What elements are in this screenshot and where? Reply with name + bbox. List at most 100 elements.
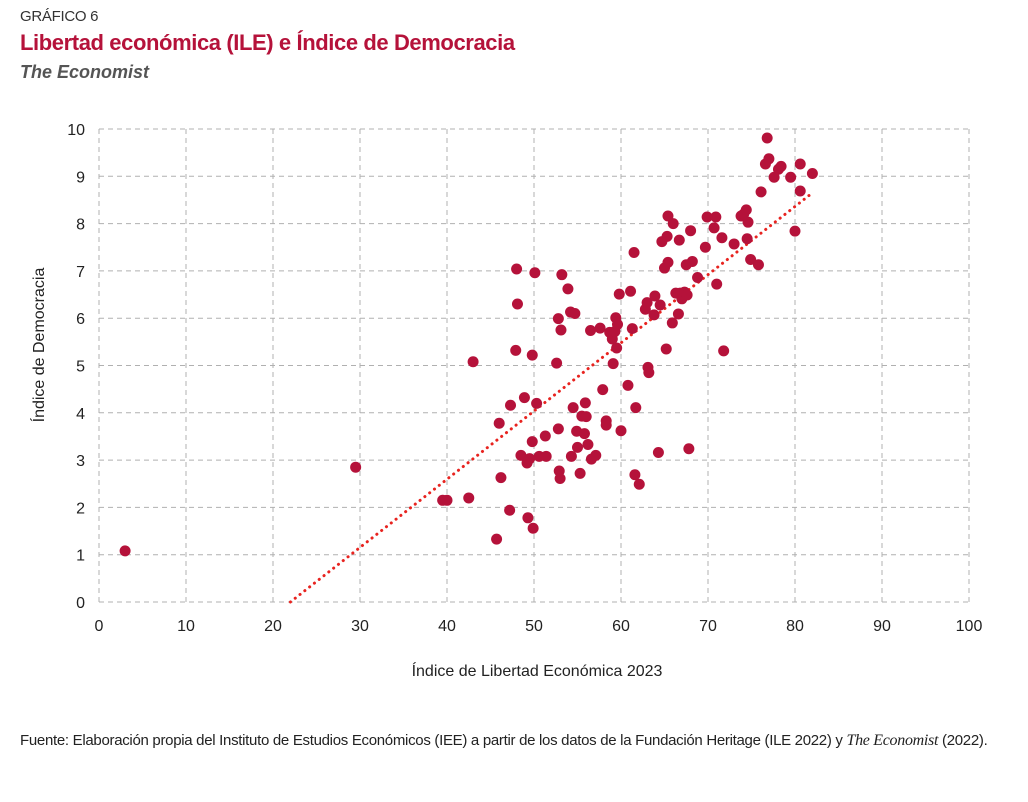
data-point — [597, 384, 609, 396]
data-point — [615, 425, 627, 437]
trendline-group — [288, 191, 814, 604]
data-point — [672, 308, 684, 320]
y-tick-label: 6 — [76, 311, 85, 328]
data-point — [594, 322, 606, 334]
data-point — [515, 449, 527, 461]
data-point — [718, 345, 730, 357]
data-point — [569, 307, 581, 319]
data-point — [628, 246, 640, 258]
data-point — [555, 324, 567, 336]
trendline — [288, 191, 814, 604]
y-tick-label: 5 — [76, 359, 85, 376]
chart-subtitle: The Economist — [20, 62, 150, 82]
data-point — [648, 309, 660, 321]
data-point — [511, 298, 523, 310]
data-point — [518, 392, 530, 404]
data-point — [350, 461, 362, 473]
data-point — [510, 344, 522, 356]
data-point — [582, 438, 594, 450]
data-point — [660, 343, 672, 355]
data-point — [683, 443, 695, 455]
data-point — [643, 367, 655, 379]
data-point — [579, 397, 591, 409]
data-point — [526, 436, 538, 448]
chart-title: Libertad económica (ILE) e Índice de Dem… — [20, 30, 515, 55]
data-point — [531, 397, 543, 409]
data-point — [685, 225, 697, 237]
data-point — [540, 450, 552, 462]
data-point — [708, 222, 720, 234]
data-point — [649, 290, 661, 302]
data-point — [552, 313, 564, 325]
data-point — [613, 288, 625, 300]
x-tick-label: 60 — [612, 618, 630, 635]
y-tick-label: 2 — [76, 500, 85, 517]
data-point — [701, 211, 713, 223]
x-tick-label: 20 — [264, 618, 282, 635]
data-point — [527, 522, 539, 534]
data-point — [794, 185, 806, 197]
data-point — [551, 357, 563, 369]
data-point — [666, 317, 678, 329]
data-point — [768, 171, 780, 183]
data-point — [667, 218, 679, 230]
y-tick-label: 1 — [76, 548, 85, 565]
data-point — [752, 259, 764, 271]
data-point — [612, 318, 624, 330]
data-point — [556, 269, 568, 281]
y-axis-ticks: 0 1 2 3 4 5 6 7 8 9 10 — [67, 122, 85, 612]
data-point — [526, 349, 538, 361]
data-point — [626, 323, 638, 335]
data-point — [794, 158, 806, 170]
data-point — [574, 467, 586, 479]
data-point — [600, 415, 612, 427]
data-point — [661, 230, 673, 242]
data-point — [633, 478, 645, 490]
data-point — [681, 289, 693, 301]
x-axis-ticks: 0 10 20 30 40 50 60 70 80 90 100 — [95, 618, 983, 635]
data-point — [580, 411, 592, 423]
data-point — [785, 171, 797, 183]
y-tick-label: 4 — [76, 406, 85, 423]
data-point — [590, 449, 602, 461]
data-point — [552, 423, 564, 435]
data-point — [761, 132, 773, 144]
data-point — [572, 441, 583, 453]
data-point — [491, 533, 503, 545]
data-point — [562, 283, 574, 295]
x-tick-label: 80 — [786, 618, 804, 635]
data-point — [565, 450, 577, 462]
y-tick-label: 7 — [76, 264, 85, 281]
data-point — [641, 297, 653, 309]
x-tick-label: 70 — [699, 618, 717, 635]
data-point — [441, 494, 453, 506]
x-tick-label: 50 — [525, 618, 543, 635]
data-point — [740, 204, 752, 216]
data-point — [529, 267, 541, 279]
data-point — [511, 263, 523, 275]
data-point — [710, 211, 722, 223]
data-point — [741, 233, 753, 245]
data-point — [699, 241, 711, 253]
x-axis-label: Índice de Libertad Económica 2023 — [412, 661, 663, 680]
y-axis-label: Índice de Democracia — [29, 268, 48, 423]
source-italic: The Economist — [846, 732, 939, 749]
data-point — [622, 379, 634, 391]
data-point — [775, 160, 787, 172]
data-point — [495, 472, 507, 484]
data-point — [607, 358, 619, 370]
data-point — [554, 473, 566, 485]
data-point — [630, 402, 642, 414]
data-point — [654, 299, 666, 311]
points-group — [119, 132, 818, 557]
data-point — [119, 545, 131, 557]
data-point — [493, 417, 505, 429]
x-tick-label: 30 — [351, 618, 369, 635]
data-point — [463, 492, 475, 504]
scatter-chart: 0 1 2 3 4 5 6 7 8 9 10 0 10 20 30 40 50 60 70 80 90 100 Índi… — [29, 122, 983, 680]
data-point — [755, 186, 767, 198]
data-point — [686, 255, 698, 267]
data-point — [567, 402, 579, 414]
data-point — [745, 254, 757, 266]
data-point — [504, 504, 516, 516]
